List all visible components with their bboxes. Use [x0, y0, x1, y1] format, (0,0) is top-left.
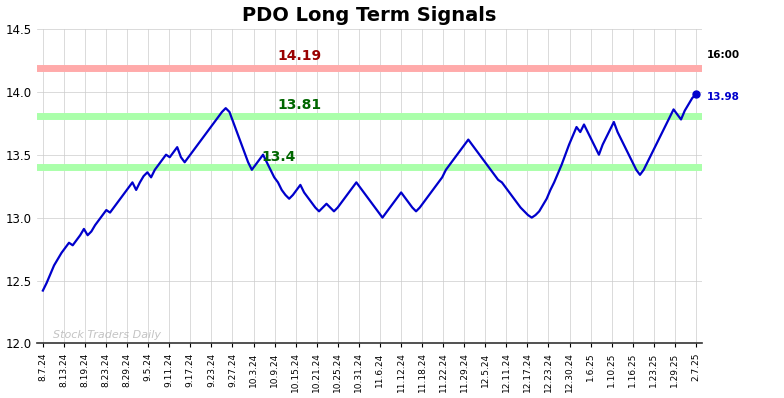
Text: 13.98: 13.98	[706, 92, 739, 102]
Text: 14.19: 14.19	[277, 49, 321, 63]
Text: 16:00: 16:00	[706, 50, 739, 60]
Text: 13.4: 13.4	[262, 150, 296, 164]
Text: Stock Traders Daily: Stock Traders Daily	[53, 330, 162, 339]
Text: 13.81: 13.81	[277, 98, 321, 112]
Title: PDO Long Term Signals: PDO Long Term Signals	[242, 6, 496, 25]
